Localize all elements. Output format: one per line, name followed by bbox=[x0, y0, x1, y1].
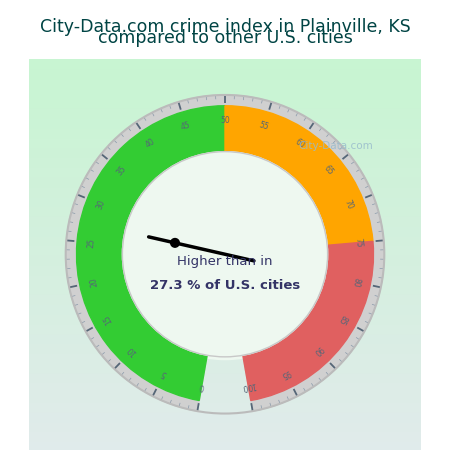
Bar bbox=[29, 274, 421, 284]
Text: 45: 45 bbox=[180, 121, 192, 132]
Bar bbox=[29, 323, 421, 333]
Bar bbox=[29, 108, 421, 117]
Text: 85: 85 bbox=[336, 313, 348, 325]
Bar bbox=[29, 68, 421, 78]
Text: 55: 55 bbox=[258, 121, 270, 132]
Wedge shape bbox=[76, 106, 225, 400]
Bar bbox=[29, 313, 421, 323]
Text: compared to other U.S. cities: compared to other U.S. cities bbox=[98, 29, 352, 47]
Text: 65: 65 bbox=[322, 163, 335, 177]
Bar bbox=[29, 244, 421, 254]
Bar bbox=[29, 333, 421, 342]
Bar bbox=[29, 127, 421, 137]
Bar bbox=[29, 382, 421, 392]
Text: 15: 15 bbox=[102, 313, 114, 325]
Bar bbox=[29, 195, 421, 205]
Text: 30: 30 bbox=[95, 198, 107, 211]
Text: City-Data.com: City-Data.com bbox=[298, 141, 373, 151]
Text: 75: 75 bbox=[353, 237, 363, 248]
Bar bbox=[29, 391, 421, 401]
Bar bbox=[29, 117, 421, 127]
Text: 40: 40 bbox=[144, 137, 157, 150]
Bar bbox=[29, 342, 421, 352]
Wedge shape bbox=[225, 106, 373, 245]
Text: 20: 20 bbox=[89, 276, 99, 288]
Text: 25: 25 bbox=[87, 238, 97, 248]
Bar bbox=[29, 293, 421, 303]
Bar bbox=[29, 401, 421, 411]
Bar bbox=[29, 372, 421, 382]
Bar bbox=[29, 166, 421, 176]
Bar bbox=[29, 58, 421, 68]
Text: 5: 5 bbox=[160, 368, 169, 378]
Text: 95: 95 bbox=[279, 367, 292, 379]
Wedge shape bbox=[243, 241, 374, 400]
Bar bbox=[29, 254, 421, 264]
Bar bbox=[29, 137, 421, 147]
Circle shape bbox=[120, 149, 330, 360]
Text: 70: 70 bbox=[343, 198, 355, 211]
Bar bbox=[29, 176, 421, 186]
Bar bbox=[29, 352, 421, 362]
Bar bbox=[29, 225, 421, 235]
Text: 0: 0 bbox=[198, 381, 205, 391]
Bar bbox=[29, 205, 421, 215]
Bar bbox=[29, 215, 421, 225]
Bar bbox=[29, 78, 421, 88]
Circle shape bbox=[122, 152, 328, 357]
Bar bbox=[29, 440, 421, 450]
Bar bbox=[29, 186, 421, 196]
Bar bbox=[29, 421, 421, 430]
Bar bbox=[29, 303, 421, 313]
Text: 80: 80 bbox=[351, 276, 361, 288]
Text: 10: 10 bbox=[126, 344, 139, 357]
Bar bbox=[29, 411, 421, 421]
Bar bbox=[29, 362, 421, 372]
Text: Higher than in: Higher than in bbox=[177, 255, 273, 268]
Text: 27.3 % of U.S. cities: 27.3 % of U.S. cities bbox=[150, 279, 300, 292]
Text: 100: 100 bbox=[240, 380, 256, 392]
Bar bbox=[29, 98, 421, 108]
Bar bbox=[29, 147, 421, 157]
Bar bbox=[29, 235, 421, 244]
Bar bbox=[29, 430, 421, 440]
Wedge shape bbox=[66, 95, 384, 411]
Bar bbox=[29, 88, 421, 98]
Text: 60: 60 bbox=[293, 137, 306, 150]
Bar bbox=[29, 264, 421, 274]
Bar bbox=[29, 284, 421, 293]
Text: 35: 35 bbox=[115, 163, 128, 177]
Text: 50: 50 bbox=[220, 116, 230, 125]
Bar bbox=[29, 157, 421, 166]
Circle shape bbox=[171, 238, 179, 247]
Text: 90: 90 bbox=[311, 344, 324, 357]
Text: City-Data.com crime index in Plainville, KS: City-Data.com crime index in Plainville,… bbox=[40, 18, 410, 36]
